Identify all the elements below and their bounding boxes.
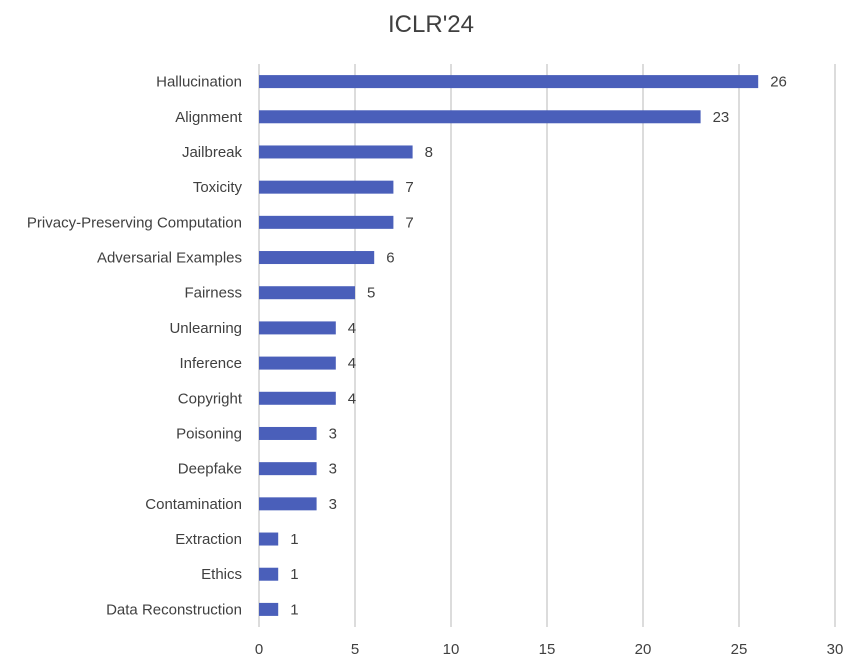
bar (259, 532, 279, 546)
data-label: 1 (290, 601, 298, 618)
data-label: 3 (329, 496, 337, 513)
bar (259, 391, 336, 405)
bar (259, 426, 317, 440)
data-label: 4 (348, 320, 356, 337)
bar (259, 110, 701, 124)
data-label: 7 (405, 179, 413, 196)
bar (259, 251, 375, 265)
bar (259, 180, 394, 194)
data-label: 1 (290, 566, 298, 583)
category-label: Alignment (175, 109, 243, 126)
category-label: Extraction (175, 531, 242, 548)
bar (259, 215, 394, 229)
data-label: 4 (348, 390, 356, 407)
data-label: 23 (713, 109, 730, 126)
category-label: Adversarial Examples (97, 250, 242, 267)
category-label: Jailbreak (182, 144, 243, 161)
category-label: Contamination (145, 496, 242, 513)
category-label: Data Reconstruction (106, 601, 242, 618)
category-label: Toxicity (193, 179, 243, 196)
x-tick-label: 30 (827, 641, 844, 658)
bar (259, 497, 317, 511)
data-label: 26 (770, 74, 787, 91)
data-labels: 26 23 8 7 7 6 5 4 4 4 3 3 3 1 1 1 (290, 74, 787, 619)
bar (259, 75, 759, 89)
data-label: 6 (386, 250, 394, 267)
category-label: Ethics (201, 566, 242, 583)
chart-title: ICLR'24 (388, 11, 474, 38)
data-label: 8 (425, 144, 433, 161)
category-labels: Hallucination Alignment Jailbreak Toxicity P… (27, 74, 243, 619)
category-label: Fairness (184, 285, 242, 302)
data-label: 1 (290, 531, 298, 548)
data-label: 7 (405, 214, 413, 231)
category-label: Poisoning (176, 425, 242, 442)
bar (259, 356, 336, 370)
bar (259, 602, 279, 616)
category-label: Unlearning (169, 320, 242, 337)
x-tick-label: 25 (731, 641, 748, 658)
bars (259, 75, 759, 616)
bar (259, 567, 279, 581)
x-tick-label: 15 (539, 641, 556, 658)
x-tick-label: 10 (443, 641, 460, 658)
x-tick-label: 20 (635, 641, 652, 658)
data-label: 3 (329, 461, 337, 478)
x-tick-label: 5 (351, 641, 359, 658)
bar (259, 462, 317, 476)
category-label: Hallucination (156, 74, 242, 91)
data-label: 5 (367, 285, 375, 302)
category-label: Deepfake (178, 461, 242, 478)
bar (259, 145, 413, 159)
category-label: Copyright (178, 390, 243, 407)
bar (259, 321, 336, 335)
data-label: 4 (348, 355, 356, 372)
bar (259, 286, 355, 300)
x-axis-ticks: 0 5 10 15 20 25 30 (255, 641, 844, 658)
data-label: 3 (329, 425, 337, 442)
category-label: Privacy-Preserving Computation (27, 214, 242, 231)
x-tick-label: 0 (255, 641, 263, 658)
category-label: Inference (179, 355, 242, 372)
